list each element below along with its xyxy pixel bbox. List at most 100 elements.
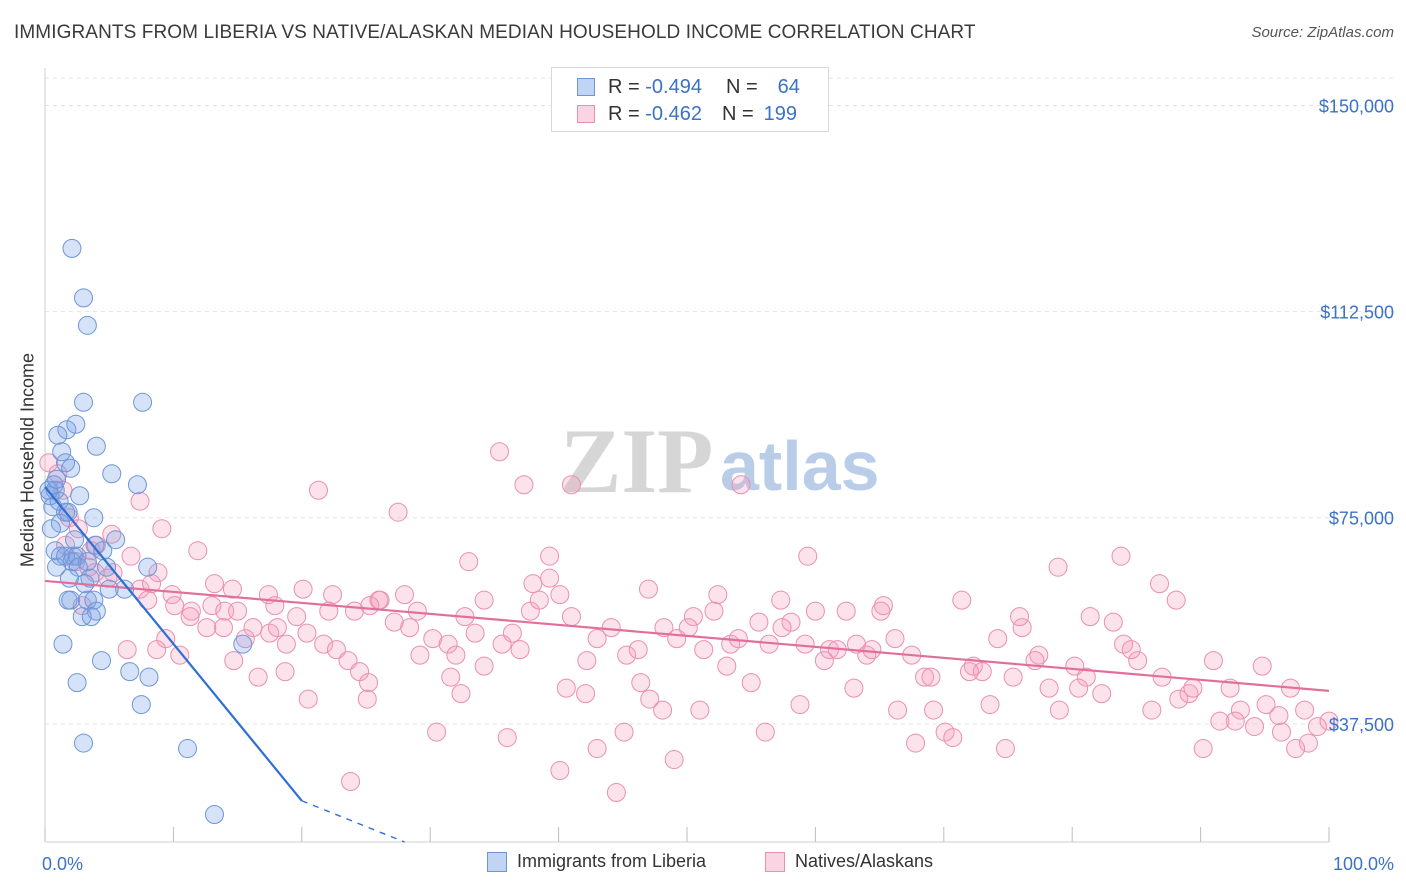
pink-point-56 bbox=[529, 590, 549, 610]
blue-point-13 bbox=[127, 475, 147, 495]
pink-point-76 bbox=[781, 612, 801, 632]
pink-point-6 bbox=[56, 535, 76, 555]
zipatlas-watermark: ZIP atlas bbox=[560, 410, 880, 512]
pink-point-44 bbox=[400, 618, 420, 638]
pink-point-24 bbox=[293, 579, 313, 599]
blue-point-17 bbox=[70, 486, 90, 506]
pink-point-108 bbox=[1193, 739, 1213, 759]
pink-point-180 bbox=[388, 502, 408, 522]
pink-point-109 bbox=[1203, 651, 1223, 671]
pink-point-128 bbox=[1121, 640, 1141, 660]
pink-point-195 bbox=[197, 618, 217, 638]
x-max-label: 100.0% bbox=[1333, 854, 1394, 874]
y-tick-labels: $37,500 $75,000 $112,500 $150,000 bbox=[1319, 96, 1394, 734]
pink-point-73 bbox=[749, 612, 769, 632]
pink-point-87 bbox=[924, 700, 944, 720]
pink-point-154 bbox=[708, 585, 728, 605]
pink-point-62 bbox=[601, 618, 621, 638]
pink-point-119 bbox=[1298, 733, 1318, 753]
pink-point-162 bbox=[606, 783, 626, 803]
pink-point-144 bbox=[844, 678, 864, 698]
pink-point-77 bbox=[795, 634, 815, 654]
chart-title: IMMIGRANTS FROM LIBERIA VS NATIVE/ALASKA… bbox=[14, 22, 976, 43]
r-label-2: R = bbox=[608, 102, 640, 125]
pink-point-111 bbox=[1230, 700, 1250, 720]
pink-point-21 bbox=[222, 579, 242, 599]
pink-point-125 bbox=[1183, 678, 1203, 698]
pink-point-143 bbox=[862, 640, 882, 660]
pink-point-175 bbox=[451, 684, 471, 704]
pink-point-35 bbox=[276, 634, 296, 654]
pink-point-149 bbox=[772, 618, 792, 638]
blue-point-31 bbox=[77, 552, 97, 572]
pink-point-146 bbox=[814, 651, 834, 671]
pink-point-69 bbox=[694, 640, 714, 660]
pink-point-114 bbox=[1271, 722, 1291, 742]
blue-point-54 bbox=[131, 695, 151, 715]
blue-point-49 bbox=[233, 634, 253, 654]
pink-point-160 bbox=[631, 673, 651, 693]
blue-series-points bbox=[39, 238, 253, 825]
r-label-1: R = bbox=[608, 75, 640, 98]
pink-point-150 bbox=[755, 722, 775, 742]
n-label-2: N = bbox=[721, 102, 754, 125]
pink-point-130 bbox=[1080, 607, 1100, 627]
y-axis-title: Median Household Income bbox=[17, 352, 38, 568]
pink-point-120 bbox=[1286, 739, 1306, 759]
n-label-1: N = bbox=[725, 75, 758, 98]
pink-point-78 bbox=[805, 601, 825, 621]
blue-point-53 bbox=[67, 673, 87, 693]
pink-point-28 bbox=[202, 596, 222, 616]
pink-point-191 bbox=[248, 667, 268, 687]
pink-point-153 bbox=[717, 656, 737, 676]
blue-point-26 bbox=[45, 541, 65, 561]
pink-point-8 bbox=[102, 524, 122, 544]
pink-point-163 bbox=[587, 739, 607, 759]
source-label: Source: ZipAtlas.com bbox=[1251, 24, 1394, 41]
blue-swatch bbox=[577, 78, 595, 96]
pink-point-72 bbox=[728, 629, 748, 649]
pink-point-148 bbox=[790, 695, 810, 715]
blue-point-63 bbox=[47, 469, 67, 489]
blue-point-8 bbox=[86, 436, 106, 456]
blue-point-34 bbox=[47, 557, 67, 577]
pink-point-48 bbox=[446, 645, 466, 665]
pink-point-100 bbox=[1092, 684, 1112, 704]
pink-point-203 bbox=[357, 689, 377, 709]
blue-point-0 bbox=[62, 238, 82, 258]
n-value-2: 199 bbox=[763, 102, 798, 125]
pink-point-127 bbox=[1150, 574, 1170, 594]
pink-point-118 bbox=[1319, 711, 1339, 731]
pink-point-199 bbox=[147, 640, 167, 660]
x-min-label: 0.0% bbox=[42, 854, 83, 874]
pink-point-179 bbox=[395, 585, 415, 605]
legend-swatch-blue bbox=[487, 851, 507, 872]
pink-point-10 bbox=[188, 541, 208, 561]
pink-point-136 bbox=[980, 695, 1000, 715]
pink-point-36 bbox=[297, 623, 317, 643]
blue-point-1 bbox=[74, 288, 94, 308]
blue-trend-extension bbox=[301, 800, 405, 843]
pink-point-170 bbox=[514, 475, 534, 495]
blue-point-55 bbox=[74, 733, 94, 753]
pink-point-142 bbox=[871, 601, 891, 621]
pink-point-25 bbox=[323, 585, 343, 605]
pink-point-178 bbox=[410, 645, 430, 665]
pink-point-141 bbox=[888, 700, 908, 720]
pink-point-202 bbox=[117, 640, 137, 660]
pink-point-66 bbox=[654, 618, 674, 638]
legend-label-natives: Natives/Alaskans bbox=[795, 851, 934, 871]
blue-point-10 bbox=[56, 453, 76, 473]
pink-point-89 bbox=[952, 590, 972, 610]
pink-point-123 bbox=[1225, 711, 1245, 731]
pink-point-161 bbox=[614, 722, 634, 742]
pink-point-194 bbox=[213, 618, 233, 638]
pink-point-84 bbox=[885, 629, 905, 649]
pink-point-31 bbox=[228, 601, 248, 621]
pink-point-22 bbox=[162, 585, 182, 605]
pink-point-140 bbox=[906, 733, 926, 753]
pink-trend-line bbox=[44, 579, 1330, 692]
pink-point-165 bbox=[561, 475, 581, 495]
y-tick-label-2: $112,500 bbox=[1320, 303, 1394, 323]
r-value-1: -0.494 bbox=[645, 75, 702, 98]
